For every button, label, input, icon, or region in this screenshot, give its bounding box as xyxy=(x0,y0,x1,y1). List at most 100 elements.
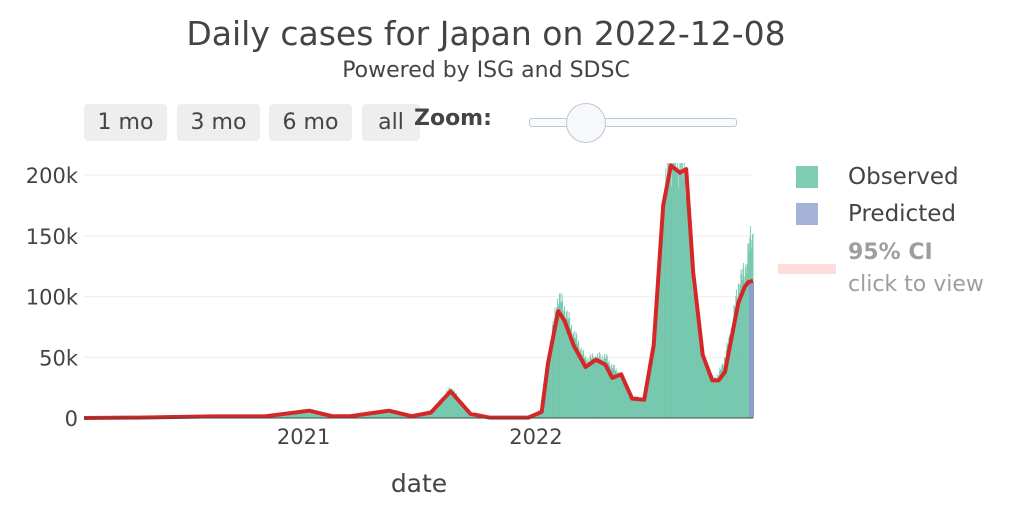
observed-bar[interactable] xyxy=(550,340,552,418)
observed-bar[interactable] xyxy=(301,410,303,418)
observed-bar[interactable] xyxy=(650,356,652,418)
observed-bar[interactable] xyxy=(645,389,647,418)
observed-bar[interactable] xyxy=(628,390,630,418)
observed-bar[interactable] xyxy=(310,409,312,418)
observed-bar[interactable] xyxy=(427,412,429,418)
observed-bar[interactable] xyxy=(618,375,620,418)
observed-bar[interactable] xyxy=(648,368,650,418)
observed-bar[interactable] xyxy=(369,413,371,418)
observed-bar[interactable] xyxy=(466,408,468,418)
observed-bar[interactable] xyxy=(313,410,315,418)
observed-bar[interactable] xyxy=(374,412,376,418)
observed-bar[interactable] xyxy=(720,370,722,418)
observed-bar[interactable] xyxy=(299,410,301,418)
observed-bar[interactable] xyxy=(569,328,571,418)
observed-bar[interactable] xyxy=(683,163,685,418)
observed-bar[interactable] xyxy=(435,406,437,418)
zoom-slider-track[interactable] xyxy=(529,118,737,127)
observed-bar[interactable] xyxy=(685,196,687,418)
observed-bar[interactable] xyxy=(641,398,643,418)
observed-bar[interactable] xyxy=(317,411,319,418)
observed-bar[interactable] xyxy=(428,413,430,418)
observed-bar[interactable] xyxy=(389,410,391,418)
observed-bar[interactable] xyxy=(614,370,616,418)
observed-bar[interactable] xyxy=(689,232,691,418)
observed-bar[interactable] xyxy=(590,354,592,418)
observed-bar[interactable] xyxy=(315,411,317,418)
observed-bar[interactable] xyxy=(307,408,309,418)
observed-bar[interactable] xyxy=(622,378,624,418)
observed-bar[interactable] xyxy=(384,410,386,418)
observed-bar[interactable] xyxy=(654,334,656,418)
observed-bar[interactable] xyxy=(629,390,631,418)
observed-bar[interactable] xyxy=(644,393,646,418)
observed-bar[interactable] xyxy=(670,169,672,418)
observed-bar[interactable] xyxy=(601,355,603,418)
observed-bar[interactable] xyxy=(744,281,746,418)
observed-bar[interactable] xyxy=(557,303,559,418)
observed-bar[interactable] xyxy=(739,293,741,418)
observed-bar[interactable] xyxy=(555,316,557,418)
observed-bar[interactable] xyxy=(562,301,564,418)
observed-bar[interactable] xyxy=(567,319,569,418)
observed-bar[interactable] xyxy=(703,358,705,418)
observed-bar[interactable] xyxy=(602,362,604,418)
observed-bar[interactable] xyxy=(716,374,718,418)
observed-bar[interactable] xyxy=(697,320,699,418)
observed-bar[interactable] xyxy=(643,399,645,418)
observed-bar[interactable] xyxy=(614,370,617,418)
observed-bar[interactable] xyxy=(687,215,689,418)
observed-bar[interactable] xyxy=(662,221,664,418)
observed-bar[interactable] xyxy=(620,371,622,418)
observed-bar[interactable] xyxy=(674,163,676,418)
observed-bar[interactable] xyxy=(727,344,729,418)
observed-bar[interactable] xyxy=(665,181,667,418)
observed-bar[interactable] xyxy=(671,166,673,418)
observed-bar[interactable] xyxy=(742,262,744,418)
observed-bar[interactable] xyxy=(627,386,629,418)
observed-bar[interactable] xyxy=(391,411,393,418)
observed-bar[interactable] xyxy=(719,367,721,418)
observed-bar[interactable] xyxy=(553,324,555,418)
observed-bar[interactable] xyxy=(563,309,565,418)
observed-bar[interactable] xyxy=(603,357,605,418)
observed-bar[interactable] xyxy=(602,359,604,418)
observed-bar[interactable] xyxy=(606,354,608,418)
observed-bar[interactable] xyxy=(613,364,615,418)
observed-bar[interactable] xyxy=(720,369,722,418)
observed-bar[interactable] xyxy=(565,312,568,418)
observed-bar[interactable] xyxy=(398,413,400,418)
observed-bar[interactable] xyxy=(615,368,617,418)
observed-bar[interactable] xyxy=(655,321,657,418)
observed-bar[interactable] xyxy=(695,301,697,418)
observed-bar[interactable] xyxy=(684,172,686,418)
observed-bar[interactable] xyxy=(431,412,433,418)
observed-bar[interactable] xyxy=(694,306,696,418)
observed-bar[interactable] xyxy=(550,342,552,418)
observed-bar[interactable] xyxy=(664,210,666,418)
observed-bar[interactable] xyxy=(460,401,462,418)
observed-bar[interactable] xyxy=(452,392,454,418)
observed-bar[interactable] xyxy=(721,364,723,418)
observed-bar[interactable] xyxy=(572,333,575,418)
observed-bar[interactable] xyxy=(718,377,720,418)
observed-bar[interactable] xyxy=(599,352,601,418)
observed-bar[interactable] xyxy=(559,292,561,418)
observed-bar[interactable] xyxy=(462,402,464,418)
observed-bar[interactable] xyxy=(679,163,681,418)
observed-bar[interactable] xyxy=(568,311,570,418)
observed-bar[interactable] xyxy=(723,357,725,418)
observed-bar[interactable] xyxy=(669,182,671,418)
observed-bar[interactable] xyxy=(389,410,391,418)
observed-bar[interactable] xyxy=(588,361,590,418)
observed-bar[interactable] xyxy=(714,377,716,418)
observed-bar[interactable] xyxy=(586,361,589,418)
observed-bar[interactable] xyxy=(634,395,636,418)
observed-bar[interactable] xyxy=(574,338,576,418)
observed-bar[interactable] xyxy=(463,404,465,418)
observed-bar[interactable] xyxy=(551,338,553,418)
observed-bar[interactable] xyxy=(646,383,648,418)
observed-bar[interactable] xyxy=(623,379,625,418)
observed-bar[interactable] xyxy=(660,227,662,418)
observed-bar[interactable] xyxy=(618,371,620,418)
